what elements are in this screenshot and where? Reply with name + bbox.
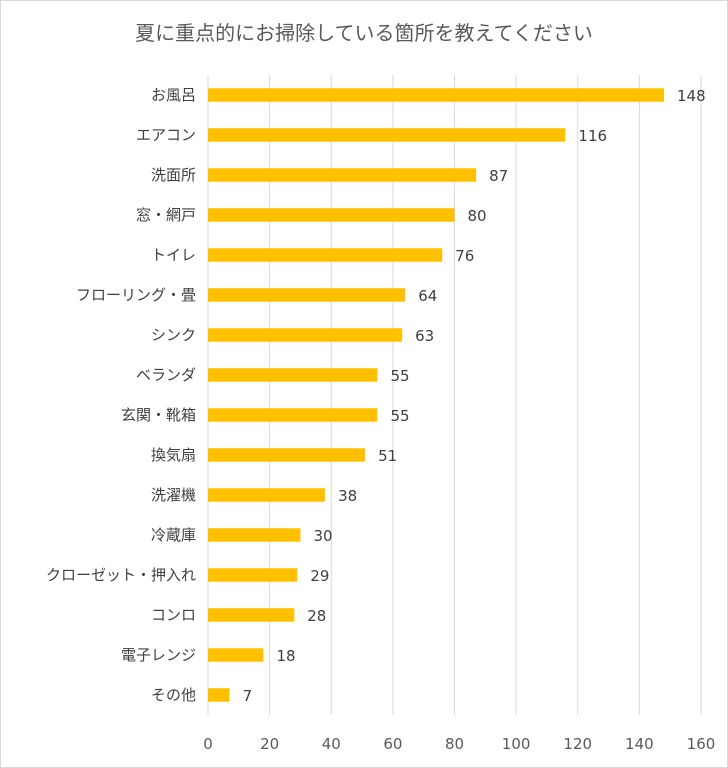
bar [208,688,230,702]
category-label: 洗濯機 [151,486,196,504]
x-tick-label: 140 [625,735,654,753]
value-label: 64 [418,287,437,305]
value-label: 7 [243,687,253,705]
category-label: 換気扇 [151,446,196,464]
value-label: 51 [378,447,397,465]
bar [208,488,326,502]
x-tick-label: 20 [260,735,279,753]
bar [208,128,566,142]
category-label: コンロ [151,606,196,624]
category-label: 電子レンジ [121,646,196,664]
x-tick-label: 0 [203,735,213,753]
value-label: 55 [390,407,409,425]
category-label: シンク [151,326,196,344]
bar [208,648,264,662]
category-label: 玄関・靴箱 [121,406,196,424]
value-label: 80 [468,207,487,225]
bar [208,448,366,462]
value-label: 63 [415,327,434,345]
x-tick-label: 60 [383,735,402,753]
category-label: 洗面所 [151,166,196,184]
bar [208,328,403,342]
value-label: 18 [276,647,295,665]
bar [208,168,477,182]
chart-title: 夏に重点的にお掃除している箇所を教えてください [135,21,593,45]
bar [208,288,406,302]
bar [208,608,295,622]
bar [208,88,665,102]
value-label: 29 [310,567,329,585]
category-label: エアコン [136,126,196,144]
value-label: 76 [455,247,474,265]
label-layer: お風呂 148 エアコン 116 洗面所 87 窓・網戸 80 トイレ 76 フローリング・畳 64 シ… [46,86,706,705]
category-label: 冷蔵庫 [151,526,196,544]
x-axis: 0 20 40 60 80 100 120 140 160 [203,735,715,753]
value-label: 87 [489,167,508,185]
bar [208,408,378,422]
bar [208,248,443,262]
bar [208,208,455,222]
x-tick-label: 160 [687,735,716,753]
bar [208,528,301,542]
category-label: その他 [151,686,196,704]
bar [208,568,298,582]
category-label: 窓・網戸 [136,206,196,224]
bar [208,368,378,382]
x-tick-label: 40 [322,735,341,753]
x-tick-label: 80 [445,735,464,753]
value-label: 116 [578,127,607,145]
x-tick-label: 100 [502,735,531,753]
category-label: クローゼット・押入れ [46,566,196,584]
value-label: 55 [390,367,409,385]
x-tick-label: 120 [563,735,592,753]
category-label: フローリング・畳 [76,286,196,304]
value-label: 28 [307,607,326,625]
value-label: 38 [338,487,357,505]
category-label: ベランダ [136,366,196,384]
value-label: 148 [677,87,706,105]
category-label: トイレ [151,246,196,264]
value-label: 30 [313,527,332,545]
bar-layer [208,88,665,702]
category-label: お風呂 [151,86,196,104]
